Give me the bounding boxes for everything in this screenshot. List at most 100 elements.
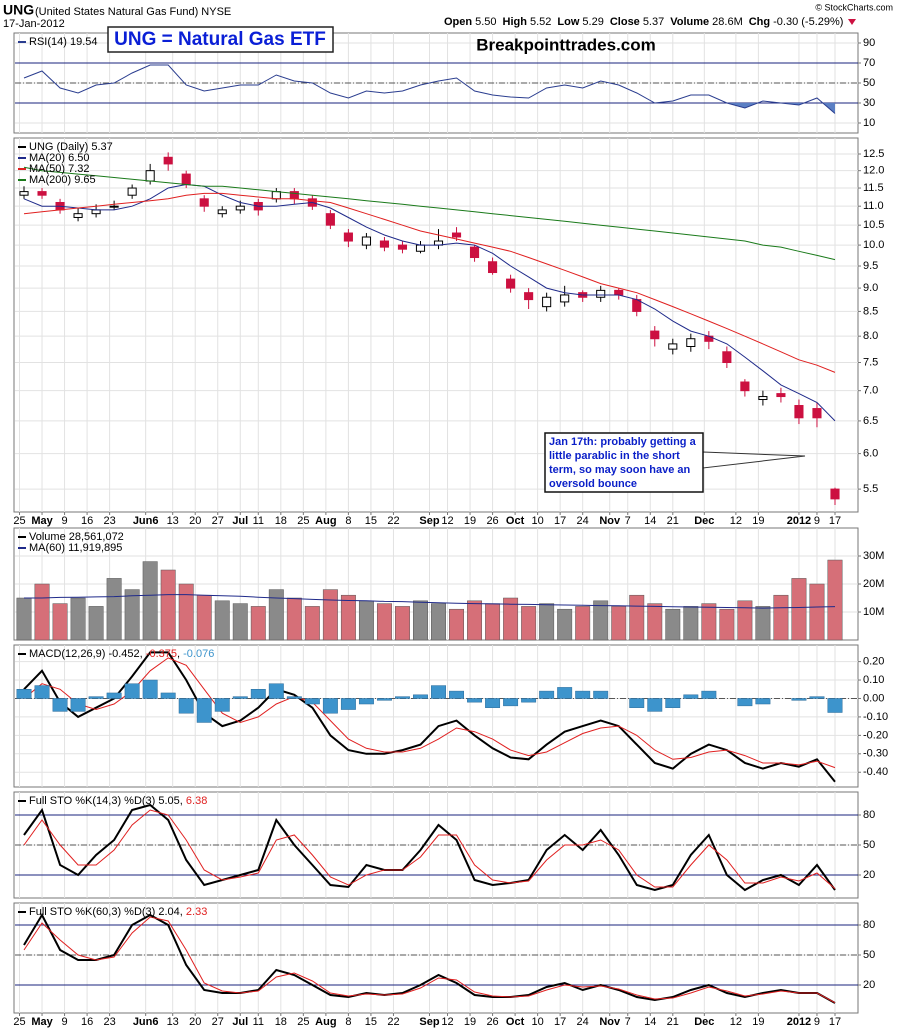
- candle-body: [650, 330, 660, 340]
- x-tick-label: 25: [13, 515, 25, 527]
- callout-box: [544, 432, 704, 493]
- volume-bar: [232, 603, 248, 641]
- volume-bar: [773, 594, 789, 641]
- volume-bar: [593, 600, 609, 641]
- candle-body: [199, 198, 209, 207]
- x-tick-label: Sep: [419, 1016, 439, 1028]
- candle-body: [163, 156, 173, 165]
- histogram-bar: [539, 690, 555, 699]
- volume-bar: [809, 583, 825, 641]
- volume-bar: [485, 603, 501, 641]
- candle-body: [109, 205, 119, 208]
- candle-body: [542, 296, 552, 308]
- candle-body: [181, 173, 191, 186]
- candle-body: [37, 191, 47, 196]
- legend-entry: MA(60) 11,919,895: [29, 542, 122, 554]
- series-line: [23, 657, 836, 769]
- volume-bar: [827, 559, 843, 641]
- title-box: UNG = Natural Gas ETF: [114, 29, 326, 50]
- x-tick-label: Dec: [694, 515, 714, 527]
- x-tick-label: 25: [297, 1016, 309, 1028]
- x-tick-label: 9: [61, 515, 67, 527]
- x-tick-label: 22: [387, 515, 399, 527]
- volume-bar: [719, 608, 735, 641]
- y-tick-label: 5.5: [863, 483, 878, 495]
- quote-value: 5.29: [582, 16, 603, 28]
- x-tick-label: 14: [644, 515, 656, 527]
- volume-bar: [16, 597, 32, 641]
- x-tick-label: 19: [464, 515, 476, 527]
- x-tick-label: 26: [486, 515, 498, 527]
- x-tick-label: 9: [814, 1016, 820, 1028]
- legend-separator: ,: [177, 648, 183, 660]
- x-tick-label: 23: [103, 1016, 115, 1028]
- y-tick-label: 11.5: [863, 182, 884, 194]
- x-tick-label: 18: [275, 1016, 287, 1028]
- candle-body: [91, 209, 101, 215]
- histogram-bar: [232, 696, 248, 699]
- x-tick-label: 8: [345, 1016, 351, 1028]
- candle-body: [560, 294, 570, 303]
- x-tick-label: 16: [81, 515, 93, 527]
- legend-label: 2.33: [186, 906, 207, 918]
- x-tick-label: 10: [532, 515, 544, 527]
- candle-body: [379, 240, 390, 248]
- x-tick-label: 12: [730, 1016, 742, 1028]
- x-tick-label: 13: [167, 515, 179, 527]
- x-tick-label: Jul: [232, 515, 248, 527]
- histogram-bar: [521, 698, 537, 703]
- quote-value: 5.50: [475, 16, 496, 28]
- volume-bar: [665, 608, 681, 641]
- candle-body: [415, 244, 426, 252]
- volume-bar: [413, 600, 428, 641]
- x-tick-label: 8: [345, 515, 351, 527]
- candle-body: [776, 393, 786, 398]
- legend-label: -0.375: [146, 648, 177, 660]
- x-tick-label: 25: [297, 515, 309, 527]
- x-tick-label: Oct: [506, 515, 525, 527]
- legend-separator: ,: [180, 795, 186, 807]
- volume-bar: [214, 600, 230, 641]
- x-tick-label: 12: [730, 515, 742, 527]
- volume-bar: [611, 606, 627, 641]
- histogram-bar: [286, 696, 302, 699]
- y-tick-label: 30: [863, 97, 875, 109]
- x-tick-label: 18: [275, 515, 287, 527]
- y-tick-label: 90: [863, 37, 875, 49]
- y-tick-label: 10.0: [863, 239, 884, 251]
- note-line: Jan 17th: probably getting a: [549, 436, 697, 448]
- volume-bar: [196, 594, 212, 641]
- candle-body: [343, 232, 353, 242]
- legend-label: MA(200) 9.65: [29, 174, 96, 186]
- x-tick-label: 17: [554, 515, 566, 527]
- candle-body: [217, 209, 227, 215]
- title-box-frame: [107, 26, 334, 53]
- legend-label: 6.38: [186, 795, 207, 807]
- histogram-bar: [431, 685, 446, 699]
- site-name: Breakpointtrades.com: [476, 35, 656, 54]
- y-tick-label: 12.5: [863, 148, 884, 160]
- histogram-bar: [467, 698, 483, 703]
- candle-body: [361, 236, 371, 246]
- y-tick-label: 12.0: [863, 165, 884, 177]
- annotations: UNG = Natural Gas ETF Breakpointtrades.c…: [107, 26, 806, 493]
- volume-bar: [521, 606, 537, 641]
- legend-entry: RSI(14) 19.54: [29, 36, 97, 48]
- histogram-bar: [827, 698, 843, 713]
- legend-label: MACD(12,26,9) -0.452: [29, 648, 140, 660]
- fund-name: (United States Natural Gas Fund) NYSE: [35, 6, 231, 18]
- candle-body: [73, 213, 83, 218]
- x-tick-label: Sep: [419, 515, 439, 527]
- legend-label: RSI(14) 19.54: [29, 36, 97, 48]
- volume-bar: [376, 603, 392, 641]
- series-line: [23, 183, 836, 422]
- legend-entry: MA(20) 6.50: [29, 152, 90, 164]
- legend-entry: MACD(12,26,9) -0.452, -0.375, -0.076: [29, 648, 214, 660]
- x-tick-label: Dec: [694, 1016, 714, 1028]
- panels: 10 30 50 70 90 RSI(14) 19.54 5.5 6.0 6.5 7.0 7.5 8.…: [13, 32, 888, 1028]
- volume-bar: [629, 594, 645, 641]
- series-line: [23, 809, 836, 889]
- histogram-bar: [665, 698, 681, 708]
- histogram-bar: [106, 692, 122, 699]
- volume-bar: [755, 606, 771, 641]
